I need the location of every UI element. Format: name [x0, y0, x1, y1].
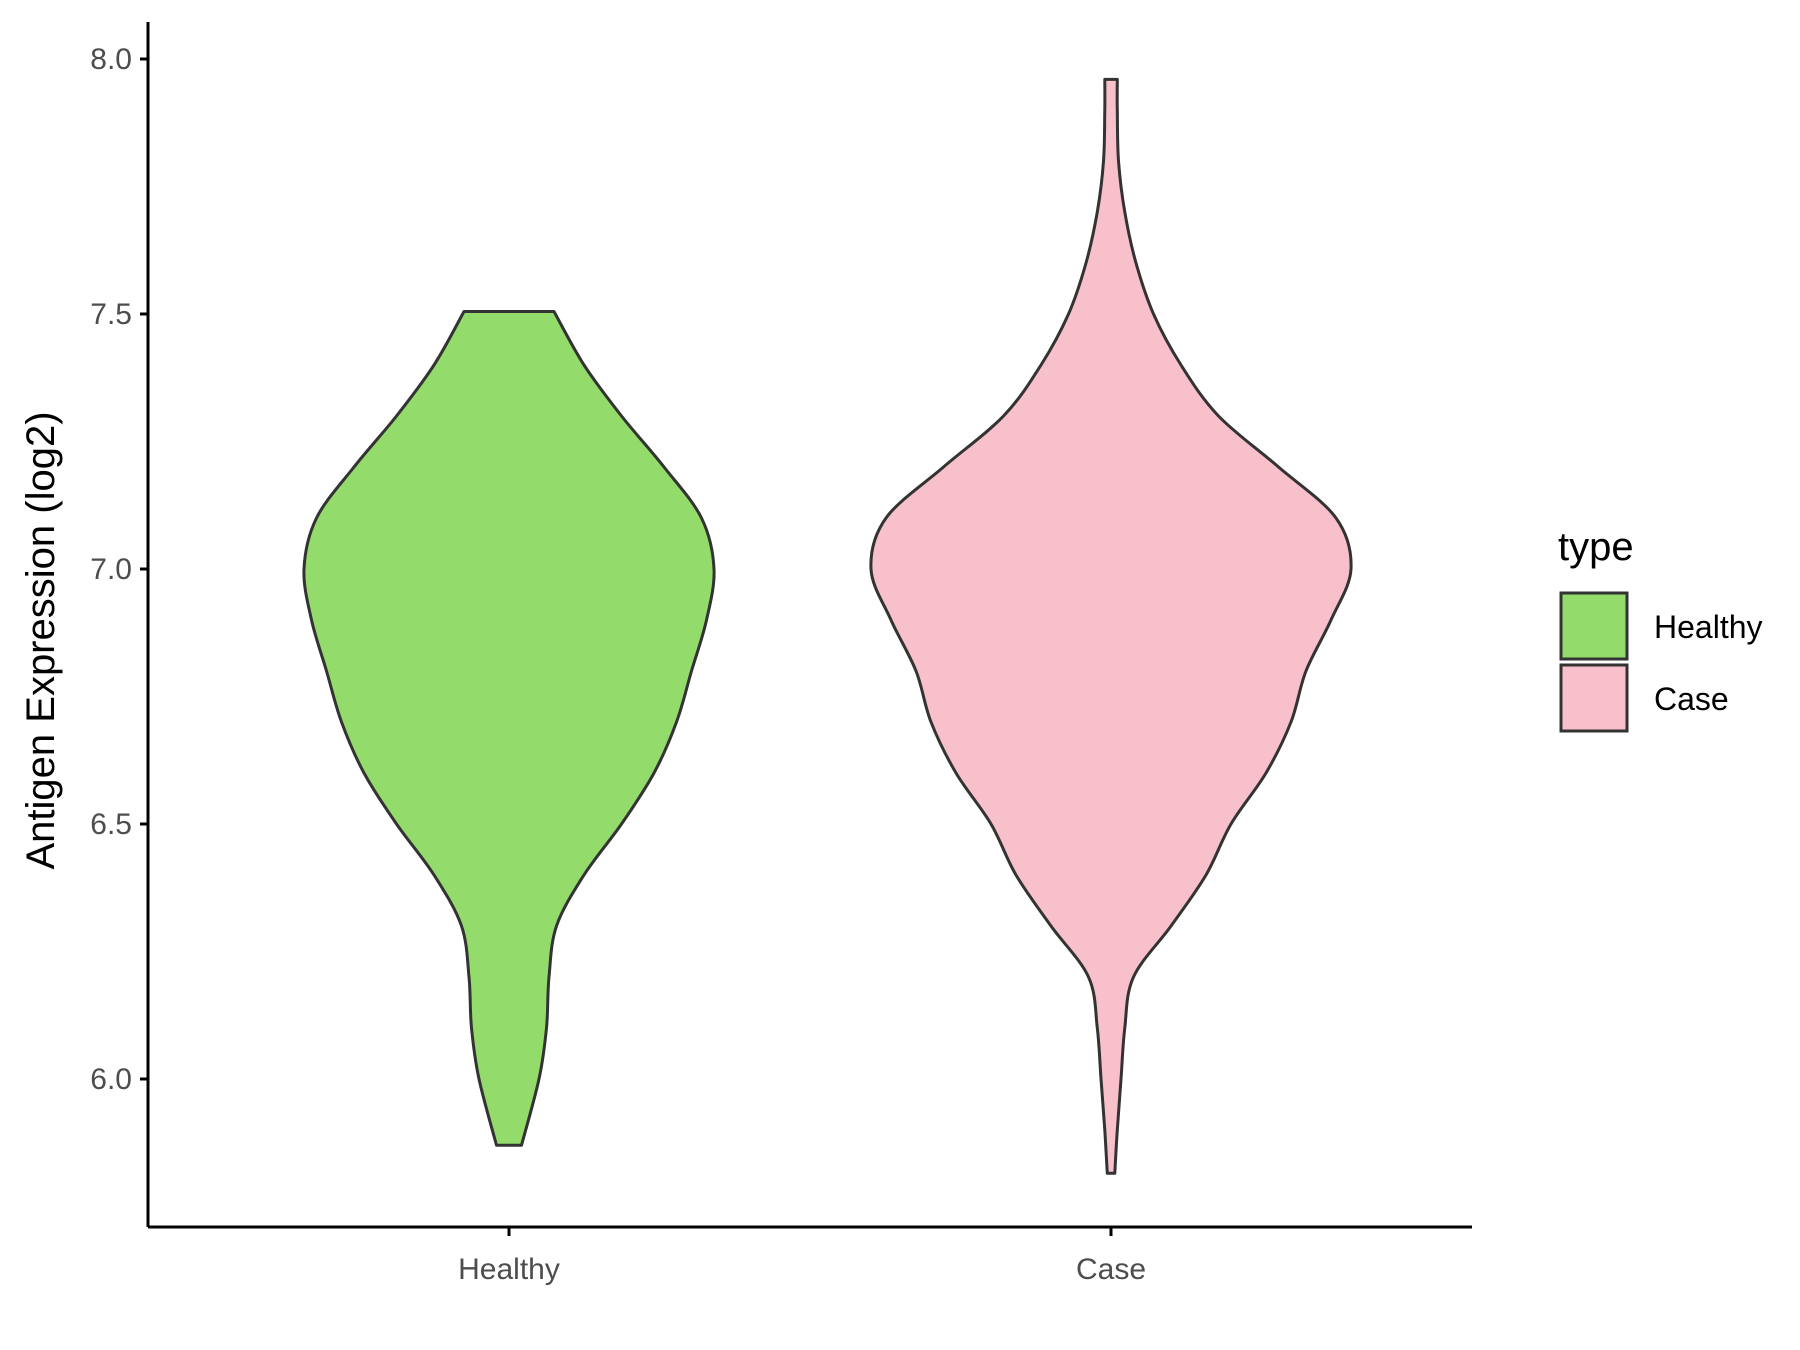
x-tick-label-healthy: Healthy	[458, 1253, 560, 1286]
y-axis-title: Antigen Expression (log2)	[19, 411, 63, 869]
legend-key-healthy	[1559, 591, 1629, 661]
violin-healthy	[302, 310, 716, 1147]
x-ticks: Healthy Case	[458, 1227, 1146, 1286]
violin-case	[869, 77, 1353, 1175]
legend: type Healthy Case	[1558, 525, 1763, 733]
y-tick-label: 7.5	[90, 298, 132, 331]
violin-layer	[302, 77, 1353, 1175]
y-ticks: 6.0 6.5 7.0 7.5 8.0	[90, 43, 148, 1096]
axes-layer	[146, 22, 1472, 1229]
y-tick-label: 6.0	[90, 1063, 132, 1096]
y-tick-label: 8.0	[90, 43, 132, 76]
legend-key-case	[1559, 663, 1629, 733]
legend-label-healthy: Healthy	[1654, 609, 1763, 645]
y-tick-label: 6.5	[90, 808, 132, 841]
legend-title: type	[1558, 525, 1634, 569]
legend-label-case: Case	[1654, 681, 1729, 717]
x-tick-label-case: Case	[1076, 1253, 1146, 1286]
y-tick-label: 7.0	[90, 553, 132, 586]
